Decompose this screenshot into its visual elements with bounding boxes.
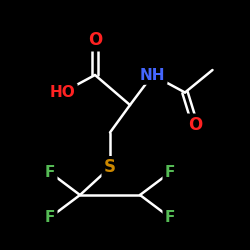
Text: NH: NH xyxy=(140,68,165,82)
Text: F: F xyxy=(165,210,175,225)
Text: F: F xyxy=(45,165,55,180)
Text: F: F xyxy=(45,210,55,225)
Text: S: S xyxy=(104,158,116,176)
Text: F: F xyxy=(165,165,175,180)
Text: HO: HO xyxy=(50,85,76,100)
Text: O: O xyxy=(88,31,102,49)
Text: O: O xyxy=(188,116,202,134)
